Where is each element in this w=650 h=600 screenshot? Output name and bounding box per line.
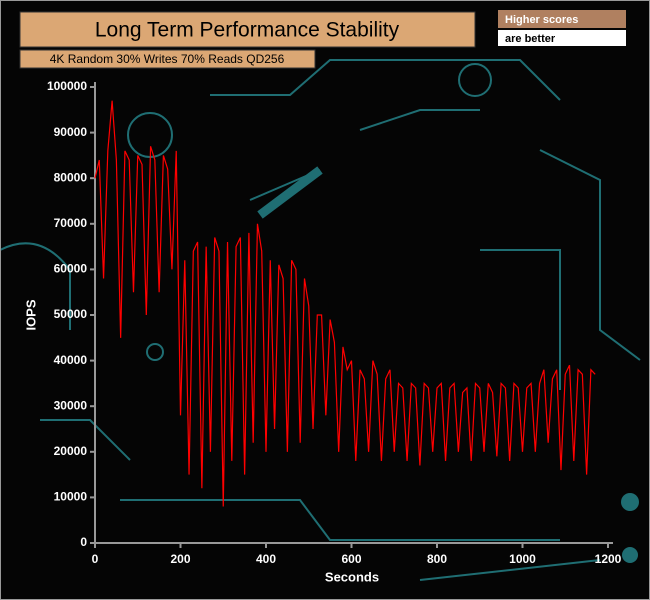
x-axis-title: Seconds xyxy=(325,569,379,584)
chart-title: Long Term Performance Stability xyxy=(95,19,400,42)
chart-subtitle: 4K Random 30% Writes 70% Reads QD256 xyxy=(50,52,285,66)
y-tick-label: 20000 xyxy=(54,444,88,458)
y-tick-label: 0 xyxy=(80,535,87,549)
badge-text: are better xyxy=(505,33,556,45)
y-tick-label: 60000 xyxy=(54,262,88,276)
y-tick-label: 70000 xyxy=(54,216,88,230)
badge-box xyxy=(498,10,626,28)
y-axis-title: IOPS xyxy=(23,299,38,330)
data-line xyxy=(94,100,596,507)
x-tick-label: 200 xyxy=(170,552,190,566)
subtitle-box xyxy=(19,49,316,69)
circuit-decoration xyxy=(0,59,641,581)
badge-box xyxy=(498,30,626,46)
y-tick-label: 40000 xyxy=(54,353,88,367)
x-tick-label: 600 xyxy=(341,552,361,566)
x-tick-label: 1200 xyxy=(595,552,622,566)
title-box xyxy=(19,11,476,48)
y-tick-label: 30000 xyxy=(54,398,88,412)
badge-text: Higher scores xyxy=(505,14,578,26)
x-tick-label: 1000 xyxy=(509,552,536,566)
y-tick-label: 50000 xyxy=(54,307,88,321)
x-tick-label: 400 xyxy=(256,552,276,566)
y-tick-label: 80000 xyxy=(54,170,88,184)
x-tick-label: 800 xyxy=(427,552,447,566)
y-tick-label: 10000 xyxy=(54,490,88,504)
y-tick-label: 90000 xyxy=(54,125,88,139)
x-tick-label: 0 xyxy=(92,552,99,566)
y-tick-label: 100000 xyxy=(47,79,87,93)
